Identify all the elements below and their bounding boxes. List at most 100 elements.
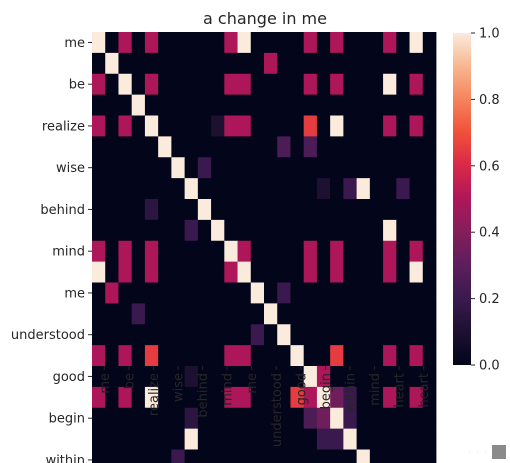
heatmap-cell <box>118 199 132 220</box>
heatmap-cell <box>290 136 304 157</box>
heatmap-cell <box>158 157 172 178</box>
heatmap-cell <box>423 241 437 262</box>
heatmap-cell <box>290 450 304 463</box>
heatmap-cell <box>343 116 357 137</box>
heatmap-cell <box>224 53 238 74</box>
heatmap-cell <box>198 450 212 463</box>
heatmap-cell <box>396 345 410 366</box>
x-tick-label: good <box>294 373 309 405</box>
heatmap-cell <box>264 178 278 199</box>
heatmap-cell <box>211 262 225 283</box>
heatmap-cell <box>317 95 331 116</box>
heatmap-cell <box>118 178 132 199</box>
heatmap-cell <box>145 95 159 116</box>
heatmap-cell <box>224 74 238 95</box>
heatmap-cell <box>304 324 318 345</box>
heatmap-cell <box>383 450 397 463</box>
heatmap-cell <box>423 220 437 241</box>
heatmap-cell <box>357 136 371 157</box>
heatmap-cell <box>343 283 357 304</box>
heatmap-cell <box>370 345 384 366</box>
heatmap-cell <box>423 262 437 283</box>
heatmap-cell <box>185 283 199 304</box>
heatmap-cell <box>410 324 424 345</box>
heatmap-cell <box>158 241 172 262</box>
x-tick-label: within <box>344 373 359 412</box>
heatmap-cell <box>317 283 331 304</box>
heatmap-cell <box>145 241 159 262</box>
heatmap-cell <box>343 220 357 241</box>
heatmap-cell <box>171 345 185 366</box>
heatmap-cell <box>118 262 132 283</box>
heatmap-cell <box>185 262 199 283</box>
heatmap-cell <box>251 408 265 429</box>
heatmap-cell <box>383 408 397 429</box>
heatmap-cell <box>251 450 265 463</box>
heatmap-cell <box>251 220 265 241</box>
heatmap-cell <box>145 345 159 366</box>
y-tick-label: be <box>69 78 85 93</box>
heatmap-cell <box>370 116 384 137</box>
heatmap-cell <box>396 136 410 157</box>
heatmap-cell <box>357 262 371 283</box>
heatmap-cell <box>105 157 119 178</box>
heatmap-cell <box>198 283 212 304</box>
heatmap-cell <box>198 136 212 157</box>
heatmap-cell <box>277 220 291 241</box>
heatmap-cell <box>145 74 159 95</box>
heatmap-cell <box>357 429 371 450</box>
heatmap-cell <box>396 450 410 463</box>
heatmap-cell <box>370 53 384 74</box>
heatmap-cell <box>211 32 225 53</box>
x-tick-label: heart <box>417 373 432 408</box>
heatmap-cell <box>396 220 410 241</box>
heatmap-cell <box>370 220 384 241</box>
heatmap-cell <box>105 408 119 429</box>
heatmap-cell <box>277 53 291 74</box>
heatmap-cell <box>396 32 410 53</box>
y-tick-label: mind <box>52 245 85 260</box>
heatmap-cell <box>198 262 212 283</box>
heatmap-cell <box>410 53 424 74</box>
heatmap-cell <box>290 95 304 116</box>
heatmap-cell <box>118 408 132 429</box>
heatmap-cell <box>185 324 199 345</box>
heatmap-cell <box>145 199 159 220</box>
heatmap-cell <box>330 32 344 53</box>
heatmap-cell <box>277 241 291 262</box>
heatmap-cell <box>370 136 384 157</box>
heatmap-cell <box>185 220 199 241</box>
heatmap-cell <box>224 345 238 366</box>
heatmap-cell <box>198 324 212 345</box>
heatmap-cell <box>290 324 304 345</box>
heatmap-cell <box>185 74 199 95</box>
heatmap-cell <box>396 324 410 345</box>
heatmap-cell <box>251 32 265 53</box>
heatmap-cell <box>118 116 132 137</box>
heatmap-cell <box>383 324 397 345</box>
heatmap-cell <box>383 241 397 262</box>
heatmap-cell <box>423 345 437 366</box>
heatmap-cell <box>396 283 410 304</box>
heatmap-cell <box>158 74 172 95</box>
heatmap-cell <box>224 32 238 53</box>
heatmap-cell <box>198 345 212 366</box>
heatmap-cell <box>330 450 344 463</box>
x-tick-label: me <box>98 373 113 394</box>
heatmap-cell <box>317 199 331 220</box>
heatmap-cell <box>132 32 146 53</box>
heatmap-cell <box>317 32 331 53</box>
heatmap-cell <box>251 241 265 262</box>
heatmap-cell <box>370 283 384 304</box>
heatmap-cell <box>224 116 238 137</box>
heatmap-cell <box>132 74 146 95</box>
heatmap-cell <box>171 450 185 463</box>
heatmap-cell <box>290 283 304 304</box>
heatmap-cell <box>304 116 318 137</box>
heatmap-cell <box>105 429 119 450</box>
heatmap-cell <box>423 32 437 53</box>
heatmap-cell <box>238 303 252 324</box>
heatmap-cell <box>251 199 265 220</box>
y-tick-labels: meberealizewisebehindmindmeunderstoodgoo… <box>11 36 92 463</box>
corner-dots: · · · <box>468 449 488 455</box>
